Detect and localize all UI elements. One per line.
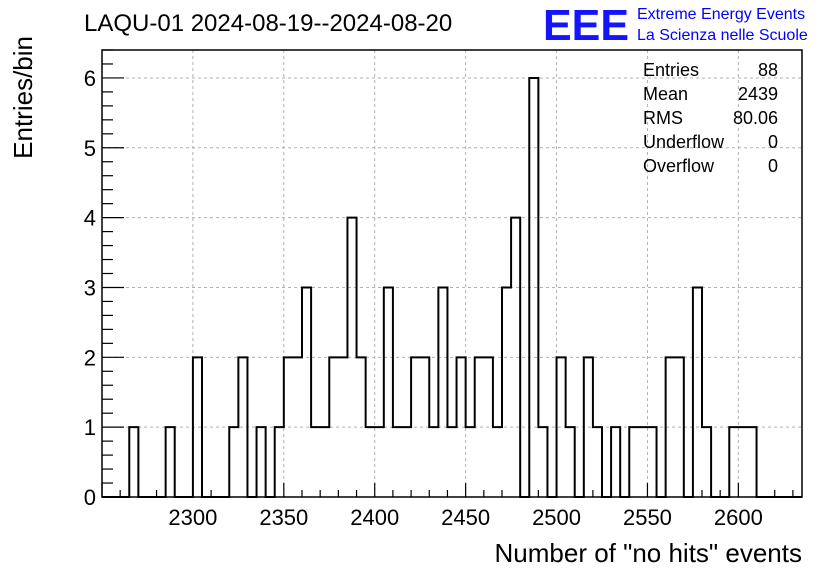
histogram-bin (275, 427, 284, 497)
histogram-bin (302, 287, 311, 497)
x-tick-label: 2550 (623, 505, 672, 530)
y-axis-label: Entries/bin (8, 36, 38, 159)
histogram-bin (311, 427, 320, 497)
histogram-bin (375, 427, 384, 497)
histogram-bin (438, 287, 447, 497)
histogram-bin (466, 427, 475, 497)
histogram-bin (538, 427, 547, 497)
histogram-bin (393, 427, 402, 497)
stat-label: Mean (643, 84, 688, 104)
stat-value: 88 (758, 60, 778, 80)
histogram-bin (384, 287, 393, 497)
histogram-bin (493, 427, 502, 497)
x-tick-label: 2400 (350, 505, 399, 530)
plot-frame (101, 49, 803, 498)
histogram-bin (402, 427, 411, 497)
histogram-bin (502, 287, 511, 497)
x-tick-label: 2300 (168, 505, 217, 530)
histogram-bin (257, 427, 266, 497)
stat-value: 80.06 (733, 108, 778, 128)
histogram-bin (593, 427, 602, 497)
y-tick-label: 0 (84, 485, 96, 510)
y-tick-label: 4 (84, 206, 96, 231)
eee-logo: EEE Extreme Energy Events La Scienza nel… (543, 1, 808, 50)
x-tick-label: 2600 (714, 505, 763, 530)
y-tick-label: 6 (84, 66, 96, 91)
histogram-bin (320, 427, 329, 497)
logo-line-1: Extreme Energy Events (637, 6, 805, 23)
histogram-bin (729, 427, 738, 497)
histogram-bin (229, 427, 238, 497)
y-tick-label: 3 (84, 275, 96, 300)
histogram-outline (102, 76, 802, 498)
stat-label: Overflow (643, 156, 715, 176)
histogram-bin (129, 427, 138, 497)
histogram-bin (647, 427, 656, 497)
x-tick-label: 2450 (441, 505, 490, 530)
tick-labels: 2300 2350 2400 2450 2500 2550 2600 0 1 2 3 4 5 6 (84, 66, 763, 530)
histogram-bin (447, 427, 456, 497)
histogram-bin (166, 427, 175, 497)
chart-title: LAQU-01 2024-08-19--2024-08-20 (84, 10, 452, 37)
stat-value: 0 (768, 156, 778, 176)
x-tick-label: 2500 (532, 505, 581, 530)
stat-value: 0 (768, 132, 778, 152)
stat-label: RMS (643, 108, 683, 128)
histogram-bin (366, 427, 375, 497)
x-axis-label: Number of "no hits" events (495, 538, 803, 568)
stat-label: Underflow (643, 132, 725, 152)
logo-line-2: La Scienza nelle Scuole (637, 27, 808, 44)
histogram-bin (611, 427, 620, 497)
x-tick-label: 2350 (259, 505, 308, 530)
logo-mark: EEE (543, 1, 629, 50)
histogram-bin (702, 427, 711, 497)
axis-ticks (101, 49, 794, 498)
y-tick-label: 5 (84, 136, 96, 161)
stat-value: 2439 (738, 84, 778, 104)
histogram-bin (738, 427, 747, 497)
stat-label: Entries (643, 60, 699, 80)
histogram-bin (693, 287, 702, 497)
histogram-bin (747, 427, 756, 497)
histogram-bin (566, 427, 575, 497)
histogram-bin (638, 427, 647, 497)
histogram-line (102, 76, 802, 498)
grid-lines (102, 50, 802, 497)
y-tick-label: 2 (84, 345, 96, 370)
histogram-bin (629, 427, 638, 497)
histogram-bin (429, 427, 438, 497)
stats-box: Entries 88 Mean 2439 RMS 80.06 Underflow 0 Overf… (643, 60, 778, 176)
y-tick-label: 1 (84, 415, 96, 440)
